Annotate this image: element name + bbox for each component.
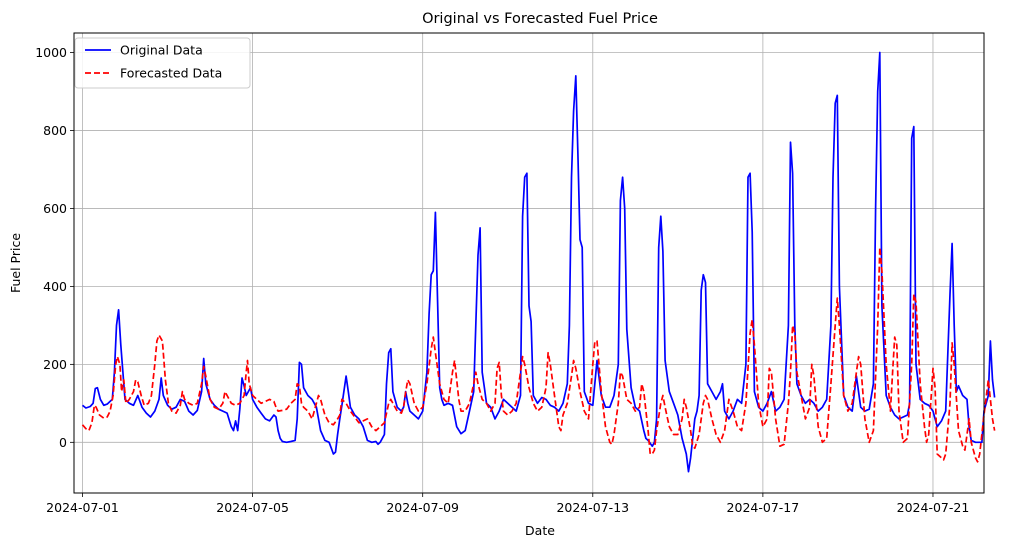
series-line-original: [81, 51, 996, 473]
y-tick-label: 200: [43, 357, 67, 372]
y-tick-label: 1000: [35, 45, 67, 60]
y-axis: 0 200 400 600 800 1000: [35, 45, 74, 450]
chart-title: Original vs Forecasted Fuel Price: [422, 11, 658, 27]
legend-label-forecasted: Forecasted Data: [120, 66, 222, 81]
y-tick-label: 400: [43, 279, 67, 294]
x-tick-label: 2024-07-05: [216, 500, 289, 515]
x-tick-label: 2024-07-21: [897, 500, 970, 515]
x-tick-label: 2024-07-09: [386, 500, 459, 515]
legend-box: [74, 37, 251, 89]
y-tick-label: 800: [43, 123, 67, 138]
series-line-forecasted: [81, 246, 996, 463]
y-tick-label: 600: [43, 201, 67, 216]
x-tick-label: 2024-07-13: [556, 500, 629, 515]
legend-label-original: Original Data: [120, 43, 203, 58]
x-tick-label: 2024-07-01: [46, 500, 119, 515]
x-tick-label: 2024-07-17: [727, 500, 800, 515]
legend: Original Data Forecasted Data: [74, 37, 251, 89]
y-axis-title: Fuel Price: [8, 233, 23, 293]
x-axis-title: Date: [525, 523, 555, 538]
x-axis: 2024-07-01 2024-07-05 2024-07-09 2024-07-13…: [46, 493, 969, 515]
series-layer: [81, 51, 996, 473]
y-tick-label: 0: [59, 435, 67, 450]
plot-frame: [73, 32, 985, 494]
